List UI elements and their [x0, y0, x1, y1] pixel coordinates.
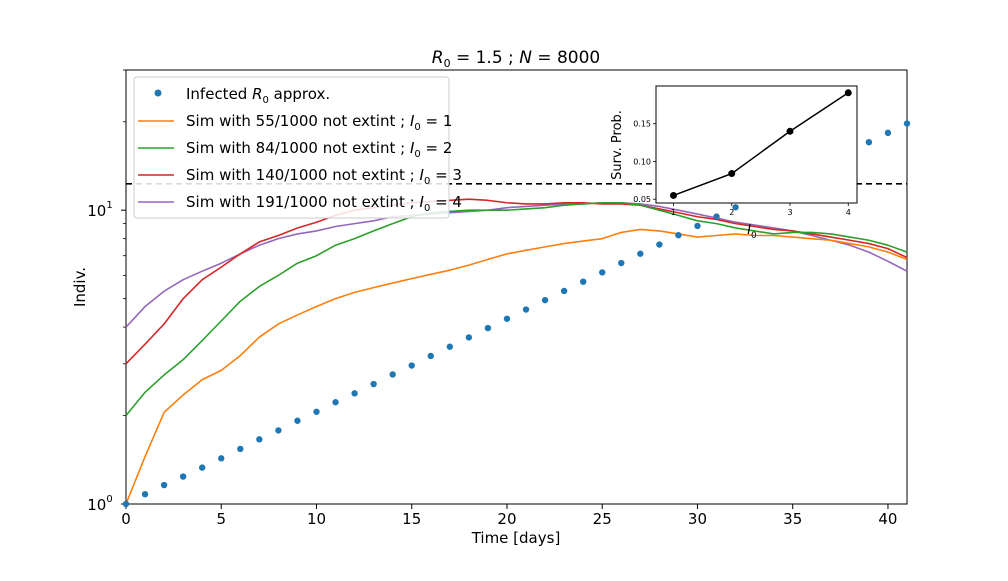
- inset-y-axis: 0.05 0.10 0.15: [633, 120, 656, 204]
- x-tick-label: 35: [783, 510, 802, 528]
- infected-point: [694, 222, 701, 230]
- infected-point: [656, 241, 663, 248]
- infected-point: [237, 445, 244, 453]
- series-line-i0-3: [125, 198, 908, 365]
- plot-area: [125, 69, 908, 505]
- infected-point: [599, 269, 606, 276]
- x-tick-label: 15: [402, 510, 421, 528]
- series-line-i0-1: [125, 228, 908, 505]
- infected-point: [446, 343, 454, 350]
- infected-point: [484, 324, 492, 332]
- infected-point: [218, 455, 225, 462]
- legend-label-infected: Infected R0 approx.: [186, 85, 330, 106]
- main-plot: 0 5 10 15 20 25 30 35 40 100 101: [87, 69, 911, 528]
- inset-line: [673, 92, 849, 197]
- inset-series: [669, 89, 852, 199]
- legend-label-i0-1: Sim with 55/1000 not extint ; I0 = 1: [186, 112, 452, 133]
- infected-point: [903, 120, 911, 127]
- infected-point: [522, 306, 530, 313]
- inset-point: [669, 191, 677, 199]
- infected-point: [160, 481, 168, 489]
- legend-marker-infected: [154, 89, 162, 97]
- legend-label-i0-3: Sim with 140/1000 not extint ; I0 = 3: [186, 166, 462, 187]
- y-axis: 100 101: [87, 69, 126, 514]
- legend: Infected R0 approx. Sim with 55/1000 not…: [133, 76, 462, 219]
- infected-point: [198, 464, 206, 471]
- y-tick-label: 100: [87, 494, 112, 514]
- inset-y-tick-label: 0.05: [633, 195, 651, 204]
- infected-point: [637, 250, 644, 257]
- infected-point: [351, 390, 358, 397]
- infected-point: [408, 362, 415, 369]
- infected-point: [141, 490, 149, 498]
- series-line-i0-4: [125, 201, 908, 328]
- series-line-i0-2: [125, 201, 908, 417]
- inset-y-tick-label: 0.10: [633, 157, 651, 166]
- inset-x-axis: 1 2 3 4: [671, 203, 851, 217]
- infected-point: [541, 296, 549, 304]
- inset-x-tick-label: 4: [846, 208, 851, 217]
- infected-point: [389, 371, 396, 378]
- y-tick-label: 101: [87, 200, 112, 220]
- infected-point: [122, 500, 130, 508]
- infected-point: [713, 213, 720, 220]
- infected-point: [294, 417, 301, 424]
- infected-point: [332, 399, 339, 406]
- x-tick-label: 0: [121, 510, 131, 528]
- inset-y-tick-label: 0.15: [633, 120, 651, 129]
- legend-label-i0-2: Sim with 84/1000 not extint ; I0 = 2: [186, 139, 452, 160]
- x-tick-label: 10: [307, 510, 326, 528]
- legend-label-i0-4: Sim with 191/1000 not extint ; I0 = 4: [186, 193, 462, 214]
- inset-x-axis-label: I0: [747, 223, 757, 241]
- infected-point: [370, 380, 377, 388]
- inset-point: [844, 89, 852, 97]
- infected-point: [865, 138, 873, 146]
- x-axis: 0 5 10 15 20 25 30 35 40: [121, 504, 897, 528]
- infected-point: [884, 129, 892, 137]
- x-tick-label: 5: [216, 510, 226, 528]
- x-tick-label: 20: [497, 510, 516, 528]
- x-tick-label: 25: [593, 510, 612, 528]
- chart-title: R0 = 1.5 ; N = 8000: [432, 48, 600, 70]
- infected-point: [465, 334, 473, 341]
- infected-point: [579, 278, 587, 285]
- inset-x-tick-label: 1: [671, 208, 676, 217]
- series-group: [122, 120, 911, 508]
- y-axis-label: Indiv.: [71, 267, 89, 307]
- inset-plot: 1 2 3 4 0.05 0.10 0.15 Surv. Prob. I0: [610, 85, 858, 241]
- legend-box: [133, 76, 450, 219]
- x-tick-label: 40: [878, 510, 897, 528]
- infected-point: [675, 231, 682, 239]
- inset-point: [786, 127, 794, 135]
- x-tick-label: 30: [688, 510, 707, 528]
- infected-point: [618, 259, 625, 267]
- infected-point: [427, 352, 434, 360]
- infected-point: [275, 427, 282, 434]
- inset-point: [728, 170, 736, 178]
- inset-x-tick-label: 3: [787, 208, 792, 217]
- inset-y-axis-label: Surv. Prob.: [610, 110, 625, 180]
- infected-point: [179, 473, 187, 480]
- infected-point: [503, 315, 511, 322]
- infected-point: [256, 436, 263, 443]
- x-axis-label: Time [days]: [471, 529, 561, 547]
- infected-point: [313, 408, 320, 415]
- infected-point: [732, 204, 739, 211]
- inset-plot-area: [655, 85, 858, 204]
- infected-point: [560, 287, 568, 295]
- inset-x-tick-label: 2: [729, 208, 734, 217]
